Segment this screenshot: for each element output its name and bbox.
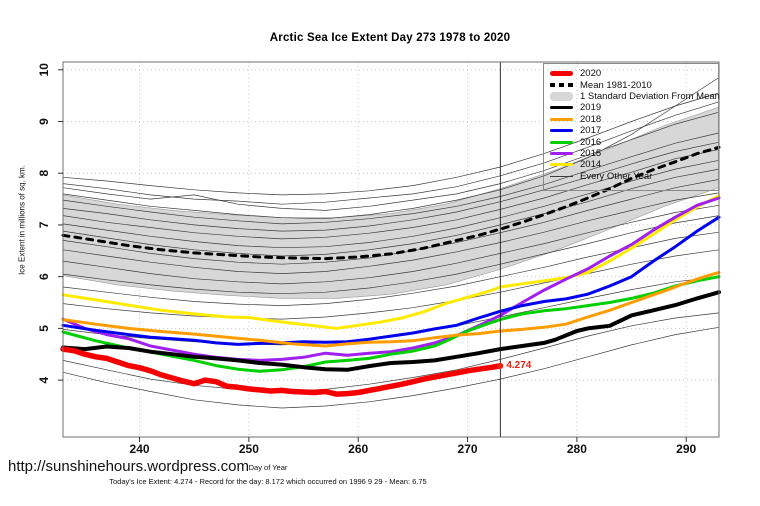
series-line-2019 (61, 290, 721, 372)
legend-label: Mean 1981-2010 (580, 79, 652, 91)
legend-swatch-band (550, 91, 573, 101)
legend-item: Mean 1981-2010 (550, 79, 718, 91)
current-extent-annotation: 4.274 (506, 359, 532, 371)
x-tick-label: 270 (458, 442, 478, 456)
legend-item: 2018 (550, 114, 718, 125)
every-other-year-line (62, 192, 720, 274)
every-other-year-line (62, 168, 720, 257)
chart-title: Arctic Sea Ice Extent Day 273 1978 to 20… (269, 32, 511, 44)
legend-swatch-line (550, 129, 573, 133)
x-tick-label: 290 (676, 442, 696, 456)
x-tick-label: 250 (239, 442, 259, 456)
x-tick-label: 280 (567, 442, 587, 456)
legend-label: 2014 (580, 159, 602, 171)
y-tick-label: 9 (37, 118, 51, 125)
every-other-year-line (62, 204, 720, 285)
series-line-2018 (61, 271, 721, 348)
legend-swatch-thick-line (550, 71, 573, 77)
x-tick-label: 260 (348, 442, 368, 456)
site-url-watermark: http://sunshinehours.wordpress.com (8, 458, 249, 475)
x-tick-label: 240 (130, 442, 150, 456)
legend-swatch-thin-line (550, 175, 573, 177)
y-tick-label: 4 (37, 376, 51, 383)
legend-item: 2017 (550, 125, 718, 136)
legend-item: Every Other Year (550, 171, 718, 182)
series-line-2020 (60, 346, 504, 397)
legend-label: Every Other Year (580, 170, 653, 182)
legend-item: 2020 (550, 68, 718, 79)
every-other-year-line (62, 141, 720, 232)
plot-frame (62, 61, 720, 438)
every-other-year-line (62, 231, 720, 306)
x-axis-title: Day of Year (248, 463, 288, 472)
legend-swatch-line (550, 163, 573, 167)
y-tick-label: 8 (37, 170, 51, 177)
legend-item: 2014 (550, 159, 718, 170)
legend-item: 1 Standard Deviation From Mean (550, 90, 720, 102)
legend-label: 2015 (580, 147, 602, 159)
legend-label: 1 Standard Deviation From Mean (580, 90, 720, 102)
series-line-2014 (61, 194, 721, 330)
footer-summary-text: Today's Ice Extent: 4.274 - Record for t… (109, 477, 427, 486)
legend-swatch-dashed-line (550, 83, 573, 88)
legend-swatch-line (550, 106, 573, 110)
legend-item: 2015 (550, 148, 718, 159)
legend-label: 2018 (580, 113, 602, 125)
every-other-year-line (62, 92, 720, 196)
every-other-year-line (62, 215, 720, 295)
every-other-year-line (62, 312, 720, 392)
y-tick-label: 10 (37, 63, 51, 77)
every-other-year-line (62, 249, 720, 320)
every-other-year-line (62, 149, 720, 240)
every-other-year-line (62, 326, 720, 409)
series-line-2015 (61, 196, 721, 362)
series-line-2016 (61, 275, 721, 373)
y-tick-label: 6 (37, 273, 51, 280)
legend-item: 2016 (550, 136, 718, 148)
legend-label: 2019 (580, 102, 602, 114)
legend-box: 2020 Mean 1981-2010 1 Standard Deviation F… (543, 63, 720, 191)
legend-swatch-line (550, 151, 573, 155)
y-tick-label: 7 (37, 221, 51, 228)
every-other-year-line (62, 132, 720, 225)
y-tick-label: 5 (37, 325, 51, 332)
y-axis-title: Ice Extent in millions of sq. km. (17, 165, 27, 275)
legend-label: 2020 (580, 68, 602, 80)
every-other-year-line (62, 111, 720, 211)
every-other-year-line (62, 77, 720, 220)
legend-swatch-line (550, 117, 573, 121)
legend-label: 2016 (580, 136, 602, 148)
current-extent-point (497, 362, 504, 369)
series-line-mean-1981-2010 (61, 145, 721, 261)
legend-label: 2017 (580, 125, 602, 137)
series-line-2017 (61, 215, 721, 346)
legend-item: 2019 (550, 102, 718, 113)
legend-swatch-line (550, 140, 573, 144)
